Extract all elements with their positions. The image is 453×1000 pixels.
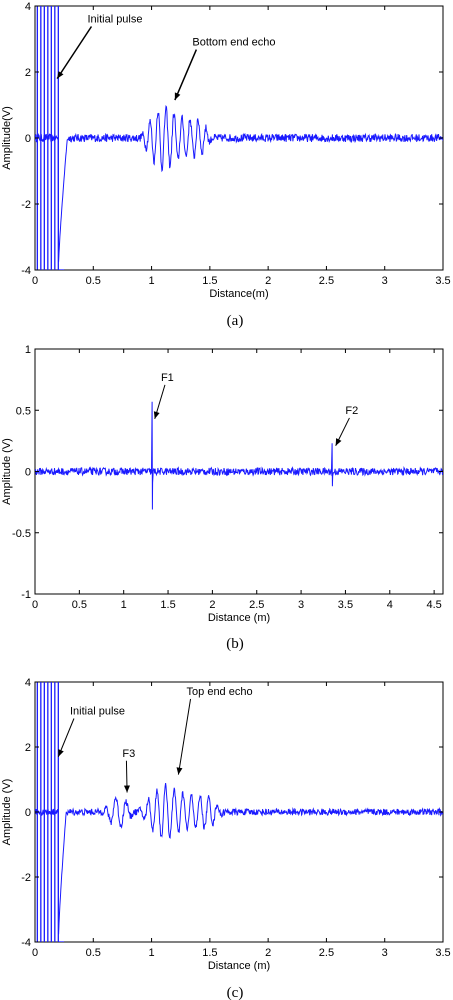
x-tick-label: 1 xyxy=(121,599,127,611)
y-tick-label: -4 xyxy=(21,937,31,949)
annotation-arrowhead xyxy=(153,411,160,419)
y-axis-label: Amplitude (V) xyxy=(1,779,13,846)
plot-area xyxy=(35,6,443,270)
x-tick-label: 0 xyxy=(32,947,38,959)
annotation-arrowhead xyxy=(174,92,181,101)
x-axis-label: Distance (m) xyxy=(208,612,270,624)
y-tick-label: -2 xyxy=(21,199,31,211)
x-tick-label: 1 xyxy=(149,947,155,959)
x-tick-label: 3.5 xyxy=(435,275,450,287)
x-tick-label: 3.5 xyxy=(435,947,450,959)
y-axis-label: Amplitude (V) xyxy=(1,438,13,505)
x-tick-label: 0 xyxy=(32,275,38,287)
annotation-text: Top end echo xyxy=(187,686,253,698)
annotation-text: Bottom end echo xyxy=(192,37,275,49)
x-tick-label: 3 xyxy=(382,275,388,287)
x-tick-label: 2.5 xyxy=(319,275,334,287)
y-tick-label: -1 xyxy=(21,589,31,601)
y-tick-label: 1 xyxy=(25,344,31,356)
y-tick-label: -0.5 xyxy=(12,528,31,540)
y-tick-label: -2 xyxy=(21,872,31,884)
annotation-arrowhead xyxy=(335,438,342,446)
annotation-arrowhead xyxy=(176,767,183,775)
y-tick-label: 0 xyxy=(25,133,31,145)
annotation-text: F3 xyxy=(122,748,135,760)
annotation-text: F1 xyxy=(161,372,174,384)
x-tick-label: 1.5 xyxy=(202,275,217,287)
y-tick-label: -4 xyxy=(21,265,31,277)
x-axis-label: Distance (m) xyxy=(208,960,270,972)
x-tick-label: 4.5 xyxy=(426,599,441,611)
x-tick-label: 0 xyxy=(32,599,38,611)
y-tick-label: 4 xyxy=(25,1,31,13)
panel-label: (c) xyxy=(227,985,244,1000)
x-tick-label: 2.5 xyxy=(319,947,334,959)
y-axis-label: Amplitude(V) xyxy=(1,106,13,170)
panel-b: 0 0.5 1 1.5 2 2.5 3 3.5 4 4.5 -1 -0.5 0 0.5 1 Distance … xyxy=(1,344,444,652)
x-tick-label: 4 xyxy=(387,599,393,611)
panel-label: (b) xyxy=(226,636,244,652)
x-axis-label: Distance(m) xyxy=(209,288,268,300)
annotation-arrow xyxy=(174,49,198,101)
y-tick-label: 0.5 xyxy=(16,405,31,417)
annotation-arrow xyxy=(56,26,93,80)
x-tick-label: 2.5 xyxy=(249,599,264,611)
x-tick-label: 0.5 xyxy=(86,275,101,287)
signal-line xyxy=(35,401,443,510)
y-tick-label: 2 xyxy=(25,742,31,754)
panel-c: 0 0.5 1 1.5 2 2.5 3 3.5 -4 -2 0 2 4 Distance (m) Ampli… xyxy=(1,677,451,1000)
x-tick-label: 3 xyxy=(382,947,388,959)
x-tick-label: 1.5 xyxy=(202,947,217,959)
signal-line xyxy=(35,783,443,935)
y-tick-label: 0 xyxy=(25,807,31,819)
x-tick-label: 2 xyxy=(209,599,215,611)
y-tick-label: 0 xyxy=(25,467,31,479)
annotation-text: F2 xyxy=(345,405,358,417)
x-tick-label: 0.5 xyxy=(86,947,101,959)
plot-area xyxy=(35,401,443,510)
y-tick-label: 4 xyxy=(25,677,31,689)
annotation-arrowhead xyxy=(58,749,64,757)
x-tick-label: 1 xyxy=(149,275,155,287)
annotation-arrowhead xyxy=(57,71,64,79)
x-tick-label: 3 xyxy=(298,599,304,611)
x-tick-label: 3.5 xyxy=(338,599,353,611)
panel-a: 0 0.5 1 1.5 2 2.5 3 3.5 -4 -2 0 2 4 Distance(m) Amplit… xyxy=(1,1,451,329)
y-tick-label: 2 xyxy=(25,67,31,79)
annotation-arrowhead xyxy=(123,785,130,793)
annotation-text: Initial pulse xyxy=(87,14,142,26)
signal-line xyxy=(35,105,443,262)
x-tick-label: 1.5 xyxy=(160,599,175,611)
annotation-arrow xyxy=(177,698,192,775)
x-tick-label: 2 xyxy=(265,947,271,959)
x-tick-label: 0.5 xyxy=(72,599,87,611)
panel-label: (a) xyxy=(227,313,244,329)
annotation-text: Initial pulse xyxy=(70,706,125,718)
x-tick-label: 2 xyxy=(265,275,271,287)
